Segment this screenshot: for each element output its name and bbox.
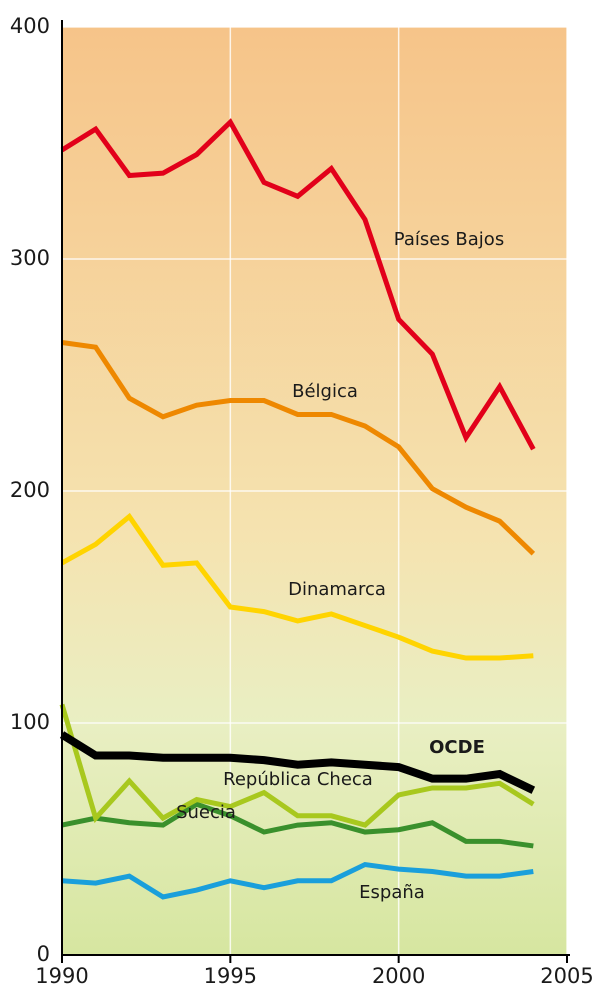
series-line (59, 703, 535, 828)
x-tick-label: 2005 (540, 964, 593, 988)
series-line (61, 861, 534, 900)
series-line (61, 340, 536, 556)
y-tick-label: 100 (10, 710, 50, 734)
lines (59, 118, 536, 900)
series-label: Suecia (176, 802, 236, 823)
series-line (60, 118, 536, 451)
series-label: Bélgica (292, 381, 358, 402)
series-label: OCDE (429, 737, 485, 758)
y-tick-label: 200 (10, 478, 50, 502)
x-tick-label: 1995 (204, 964, 257, 988)
series-line (59, 731, 536, 794)
series-label: República Checa (223, 769, 373, 790)
series-label: Dinamarca (288, 579, 386, 600)
series-label: España (359, 882, 425, 903)
series-label: Países Bajos (394, 229, 504, 250)
y-tick-label: 0 (37, 942, 50, 966)
y-tick-label: 400 (10, 14, 50, 38)
x-tick-label: 2000 (372, 964, 425, 988)
series-line (61, 801, 534, 849)
series-line (60, 512, 534, 661)
x-tick-label: 1990 (35, 964, 88, 988)
y-tick-label: 300 (10, 246, 50, 270)
